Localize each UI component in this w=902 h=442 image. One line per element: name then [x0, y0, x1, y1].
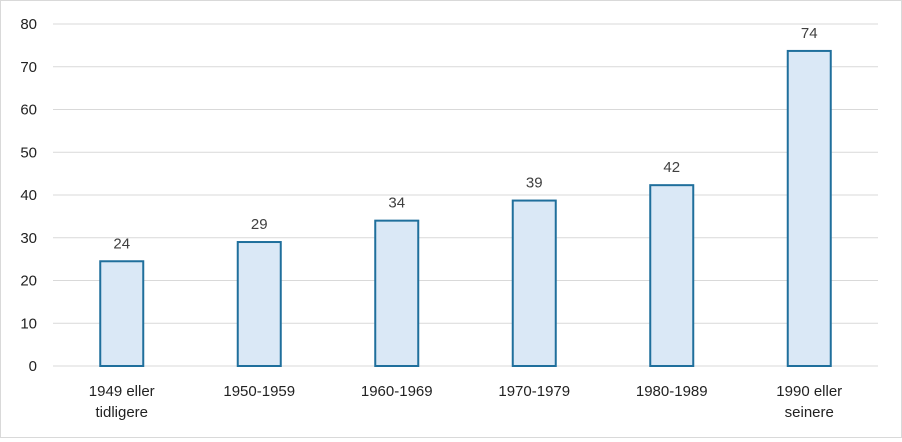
x-tick-label: seinere — [785, 404, 834, 421]
bar — [649, 184, 695, 367]
y-tick-label: 40 — [20, 187, 37, 204]
data-label: 24 — [113, 235, 130, 252]
bar — [786, 49, 832, 368]
y-tick-label: 60 — [20, 102, 37, 119]
data-label: 42 — [663, 159, 680, 176]
y-tick-label: 80 — [20, 16, 37, 33]
y-tick-label: 50 — [20, 144, 37, 161]
data-label: 39 — [526, 175, 543, 192]
y-tick-label: 30 — [20, 230, 37, 247]
data-label: 34 — [388, 195, 405, 212]
y-tick-label: 0 — [29, 358, 37, 375]
y-tick-label: 70 — [20, 59, 37, 76]
data-label: 29 — [251, 216, 268, 233]
x-tick-label: 1950-1959 — [223, 383, 295, 400]
x-tick-label: 1980-1989 — [636, 383, 708, 400]
y-tick-label: 20 — [20, 273, 37, 290]
x-tick-label: 1960-1969 — [361, 383, 433, 400]
x-tick-label: 1970-1979 — [498, 383, 570, 400]
x-tick-label: 1949 eller — [89, 383, 155, 400]
bar — [236, 241, 282, 367]
x-tick-label: 1990 eller — [776, 383, 842, 400]
data-label: 74 — [801, 25, 818, 42]
bar — [374, 219, 420, 367]
bar — [99, 260, 145, 368]
x-tick-label: tidligere — [95, 404, 148, 421]
bar — [511, 199, 557, 367]
y-tick-label: 10 — [20, 315, 37, 332]
